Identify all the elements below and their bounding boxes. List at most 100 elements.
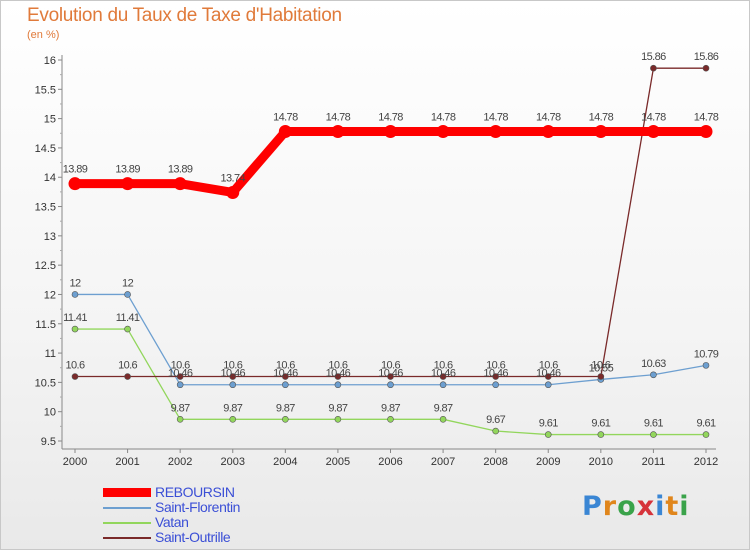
data-label: 10.6 bbox=[223, 360, 242, 372]
data-label: 10.46 bbox=[273, 368, 298, 380]
chart-title: Evolution du Taux de Taxe d'Habitation bbox=[27, 5, 342, 26]
data-point bbox=[702, 64, 710, 72]
data-point bbox=[124, 373, 131, 380]
data-label: 11.41 bbox=[63, 312, 87, 324]
data-point bbox=[544, 373, 552, 380]
x-tick-label: 2005 bbox=[326, 456, 350, 468]
logo-letter: i bbox=[655, 491, 666, 522]
data-point bbox=[331, 125, 345, 139]
data-label: 9.67 bbox=[486, 414, 505, 426]
data-label: 9.87 bbox=[328, 402, 347, 414]
data-label: 9.61 bbox=[696, 418, 715, 430]
x-tick-label: 2006 bbox=[378, 456, 402, 468]
data-point bbox=[226, 185, 240, 199]
data-label: 10.6 bbox=[486, 360, 505, 372]
data-point bbox=[650, 371, 657, 379]
data-point bbox=[597, 431, 605, 438]
y-tick-label: 10 bbox=[44, 407, 56, 419]
data-label: 11.41 bbox=[116, 312, 140, 324]
data-label: 14.78 bbox=[483, 112, 508, 124]
data-label: 9.61 bbox=[591, 418, 610, 430]
y-tick-label: 9.5 bbox=[41, 436, 56, 448]
y-tick-label: 14.5 bbox=[35, 143, 56, 155]
legend-item: Saint-Outrille bbox=[103, 529, 323, 545]
data-label: 10.63 bbox=[641, 358, 666, 370]
data-label: 9.87 bbox=[223, 402, 242, 414]
y-tick-label: 10.5 bbox=[35, 377, 56, 389]
data-label: 12 bbox=[122, 277, 134, 289]
data-label: 14.78 bbox=[589, 112, 614, 124]
logo-letter: i bbox=[679, 491, 690, 522]
y-tick-label: 11.5 bbox=[35, 319, 56, 331]
data-label: 9.87 bbox=[381, 402, 400, 414]
data-point bbox=[173, 177, 187, 191]
legend-item: Saint-Florentin bbox=[103, 499, 323, 515]
y-tick-label: 15 bbox=[44, 114, 56, 126]
data-label: 13.74 bbox=[220, 172, 245, 184]
data-point bbox=[71, 325, 79, 333]
data-label: 14.78 bbox=[536, 112, 561, 124]
series-line-reboursin bbox=[70, 127, 711, 197]
data-label: 10.46 bbox=[220, 368, 245, 380]
data-label: 10.46 bbox=[483, 368, 508, 380]
data-label: 13.89 bbox=[115, 164, 140, 176]
data-label: 9.87 bbox=[276, 402, 295, 414]
legend-swatch bbox=[103, 537, 151, 539]
data-label: 10.79 bbox=[694, 348, 719, 360]
data-point bbox=[439, 373, 447, 380]
y-tick-label: 16 bbox=[44, 55, 56, 67]
legend-label: Saint-Outrille bbox=[155, 529, 231, 545]
x-tick-label: 2009 bbox=[536, 456, 560, 468]
legend-item: REBOURSIN bbox=[103, 484, 323, 500]
data-label: 10.6 bbox=[276, 360, 295, 372]
x-tick-label: 2010 bbox=[589, 456, 613, 468]
data-label: 15.86 bbox=[641, 51, 666, 63]
legend-label: Vatan bbox=[155, 514, 189, 530]
data-point bbox=[229, 416, 237, 423]
data-point bbox=[229, 373, 237, 380]
logo-letter: r bbox=[602, 491, 618, 522]
legend-swatch bbox=[103, 522, 151, 524]
data-label: 14.78 bbox=[378, 112, 403, 124]
data-point bbox=[702, 362, 710, 369]
y-tick-label: 15.5 bbox=[35, 84, 56, 96]
data-label: 14.78 bbox=[641, 112, 666, 124]
data-point bbox=[439, 381, 447, 389]
data-point bbox=[699, 125, 713, 139]
data-label: 12 bbox=[69, 277, 81, 289]
data-label: 10.46 bbox=[431, 368, 456, 380]
data-point bbox=[278, 125, 292, 139]
data-point bbox=[436, 125, 450, 139]
logo-letter: o bbox=[617, 491, 637, 522]
data-label: 10.6 bbox=[65, 360, 84, 372]
data-point bbox=[387, 373, 394, 380]
data-label: 10.6 bbox=[539, 360, 558, 372]
data-point bbox=[492, 381, 499, 389]
data-point bbox=[121, 177, 135, 191]
data-point bbox=[124, 291, 131, 298]
chart-subtitle: (en %) bbox=[27, 29, 60, 41]
data-label: 10.46 bbox=[168, 368, 193, 380]
y-tick-label: 12 bbox=[44, 289, 56, 301]
data-label: 10.46 bbox=[378, 368, 403, 380]
logo-letter: x bbox=[636, 491, 656, 522]
data-label: 13.89 bbox=[168, 164, 193, 176]
y-tick-label: 12.5 bbox=[35, 260, 56, 272]
x-tick-label: 2004 bbox=[273, 456, 297, 468]
data-point bbox=[492, 427, 499, 435]
data-label: 10.55 bbox=[589, 362, 614, 374]
data-label: 10.46 bbox=[536, 368, 561, 380]
data-label: 14.78 bbox=[273, 112, 298, 124]
data-label: 10.6 bbox=[434, 360, 453, 372]
data-point bbox=[387, 416, 394, 423]
data-label: 14.78 bbox=[431, 112, 456, 124]
legend-swatch bbox=[103, 507, 151, 509]
data-point bbox=[176, 373, 184, 380]
data-label: 10.6 bbox=[381, 360, 400, 372]
y-tick-label: 14 bbox=[44, 172, 56, 184]
y-tick-label: 13 bbox=[44, 231, 56, 243]
data-point bbox=[702, 431, 710, 438]
data-point bbox=[176, 381, 184, 389]
